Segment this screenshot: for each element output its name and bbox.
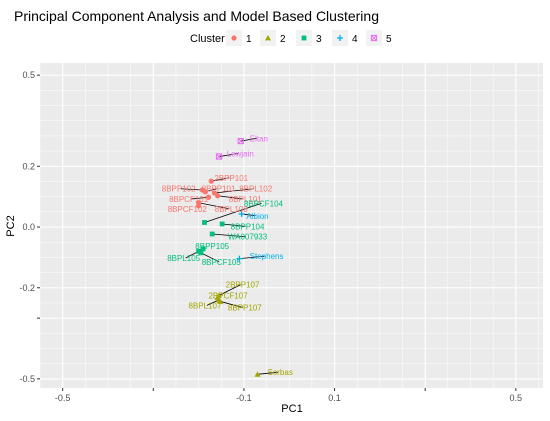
point-8BPP107 <box>217 298 224 304</box>
plot-panel <box>40 63 543 388</box>
connector-8BPCF105 <box>200 252 220 263</box>
chart-title: Principal Component Analysis and Model B… <box>14 8 379 24</box>
point-label-Stephens: Stephens <box>250 252 284 261</box>
legend-label-2: 2 <box>280 34 286 45</box>
y-tick-label: 0.2 <box>22 161 35 171</box>
point-label-8BPL107: 8BPL107 <box>188 301 221 310</box>
point-Albion <box>238 210 245 217</box>
legend: Cluster 1 2 3 4 5 <box>190 30 392 46</box>
y-tick-label: 0.0 <box>22 222 35 232</box>
legend-label-4: 4 <box>352 34 358 45</box>
connector-2BPP107 <box>218 284 241 296</box>
legend-label-1: 1 <box>246 34 252 45</box>
point-label-WA007933: WA007933 <box>228 233 268 242</box>
point-label-8BPL103: 8BPL103 <box>215 205 248 214</box>
connector-Lewjain <box>218 153 239 157</box>
legend-label-3: 3 <box>316 34 322 45</box>
point-label-8BPCF105: 8BPCF105 <box>202 258 242 267</box>
x-tick-label: -0.5 <box>55 393 71 403</box>
x-tick-label: 0.1 <box>328 393 341 403</box>
point-8BPP104 <box>219 221 225 227</box>
connector-8BPP102 <box>180 188 203 191</box>
point-label-8BPP107: 8BPP107 <box>228 304 262 313</box>
connector-8BPL101 <box>217 195 244 200</box>
point-labels: 2BPP101 8BPP102 8BPP101 8BPL102 8BPCF101 8BPL… <box>162 134 293 377</box>
grid-lines <box>39 63 543 388</box>
connector-Stephens <box>239 255 265 260</box>
point-8BPCF104 <box>202 220 207 225</box>
point-label-8BPL101: 8BPL101 <box>229 195 262 204</box>
connector-8BPL102 <box>214 188 254 194</box>
point-label-Lewjain: Lewjain <box>227 150 254 159</box>
point-label-8BPCF104: 8BPCF104 <box>244 199 284 208</box>
point-label-2BPP107: 2BPP107 <box>226 281 260 290</box>
legend-key-2 <box>265 35 271 41</box>
point-8BPP101 <box>202 189 209 195</box>
legend-key-5 <box>370 34 378 42</box>
connector-2BPP101 <box>211 177 230 182</box>
legend-title: Cluster <box>190 33 225 45</box>
axes: -0.5 -0.1 0.1 0.5 0.5 0.2 0.0 -0.2 -0.5 <box>19 70 522 403</box>
point-label-8BPCF102: 8BPCF102 <box>168 205 208 214</box>
y-axis-label: PC2 <box>5 215 17 236</box>
connector-8BPCF101 <box>190 196 209 200</box>
legend-label-5: 5 <box>386 34 392 45</box>
point-label-2BPP101: 2BPP101 <box>214 174 248 183</box>
data-points <box>196 137 261 377</box>
x-axis-label: PC1 <box>281 403 302 415</box>
connector-8BPL103 <box>198 202 230 210</box>
point-label-8BPCF101: 8BPCF101 <box>169 195 209 204</box>
x-tick-label: 0.5 <box>510 393 523 403</box>
connector-8BPP104 <box>222 223 246 227</box>
point-2BPP101 <box>208 178 214 184</box>
point-8BPL103 <box>196 200 202 206</box>
point-Sorbas <box>254 371 261 377</box>
point-8BPP105 <box>200 246 206 252</box>
legend-key-1 <box>231 35 237 41</box>
point-8BPL101 <box>215 193 221 199</box>
y-tick-label: -0.2 <box>19 283 35 293</box>
point-WA007933 <box>209 231 215 237</box>
point-label-2BPCF107: 2BPCF107 <box>208 291 248 300</box>
legend-key-4 <box>337 35 343 41</box>
point-label-8BPL102: 8BPL102 <box>239 185 272 194</box>
point-label-Albion: Albion <box>246 212 268 221</box>
x-tick-label: -0.1 <box>236 393 252 403</box>
point-label-8BPL105: 8BPL105 <box>167 254 200 263</box>
connector-8BPCF104 <box>204 202 262 223</box>
point-label-Eltan: Eltan <box>250 134 268 143</box>
point-label-8BPP105: 8BPP105 <box>195 242 229 251</box>
connector-8BPP107 <box>220 301 243 308</box>
point-label-8BPP101: 8BPP101 <box>202 185 236 194</box>
point-Lewjain <box>215 153 223 160</box>
point-label-Sorbas: Sorbas <box>267 368 292 377</box>
point-Eltan <box>237 137 244 145</box>
point-label-8BPP104: 8BPP104 <box>231 222 265 231</box>
y-tick-label: -0.5 <box>19 374 35 384</box>
connector-Sorbas <box>257 371 279 375</box>
legend-key-3 <box>301 35 307 41</box>
connector-WA007933 <box>212 233 246 238</box>
point-8BPCF101 <box>205 194 212 200</box>
y-tick-label: 0.5 <box>22 70 35 80</box>
point-label-8BPP102: 8BPP102 <box>162 185 196 194</box>
point-Stephens <box>236 255 243 262</box>
point-8BPCF105 <box>198 250 204 256</box>
